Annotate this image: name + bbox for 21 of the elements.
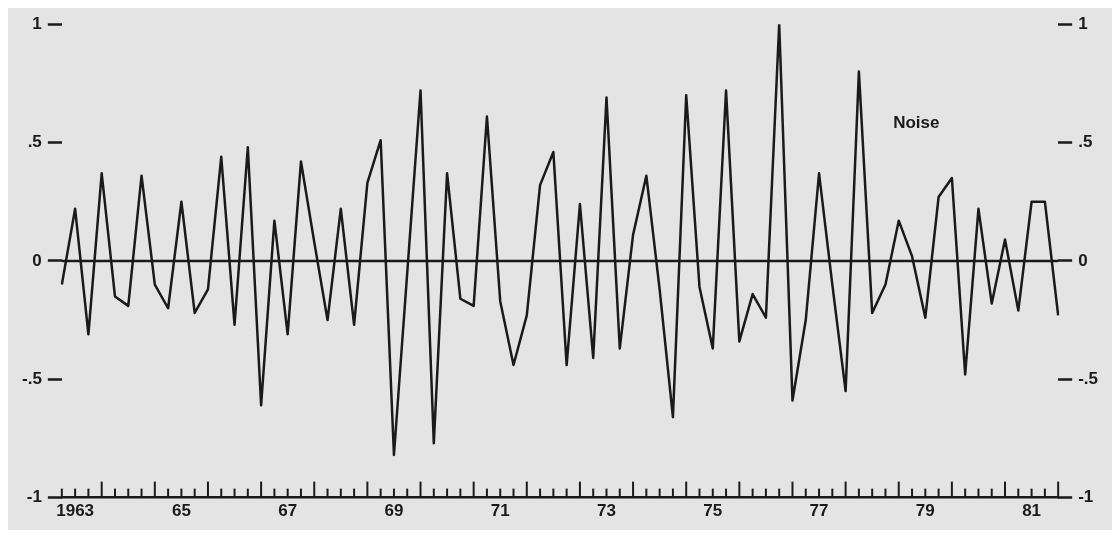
x-tick-label: 81 [1022, 501, 1042, 521]
y-tick-label: .5 [27, 132, 42, 152]
y-tick-label: -.5 [22, 368, 42, 388]
x-tick-label: 75 [703, 501, 723, 521]
y-tick-label: -1 [26, 487, 42, 507]
x-tick-label: 65 [171, 501, 191, 521]
x-tick-label: 71 [490, 501, 510, 521]
y2-tick-label: -1 [1078, 487, 1094, 507]
y2-tick-label: 1 [1078, 13, 1088, 33]
y-tick-label: 0 [32, 250, 42, 270]
x-tick-label: 79 [915, 501, 935, 521]
y2-tick-label: 0 [1078, 250, 1088, 270]
y2-tick-label: -.5 [1078, 368, 1098, 388]
y-tick-label: 1 [32, 13, 42, 33]
x-tick-label: 73 [597, 501, 616, 521]
series-label: Noise [893, 113, 940, 133]
y2-tick-label: .5 [1078, 132, 1093, 152]
x-tick-label: 67 [278, 501, 298, 521]
x-tick-label: 69 [384, 501, 404, 521]
x-tick-label: 77 [809, 501, 829, 521]
x-tick-label: 1963 [56, 501, 95, 521]
